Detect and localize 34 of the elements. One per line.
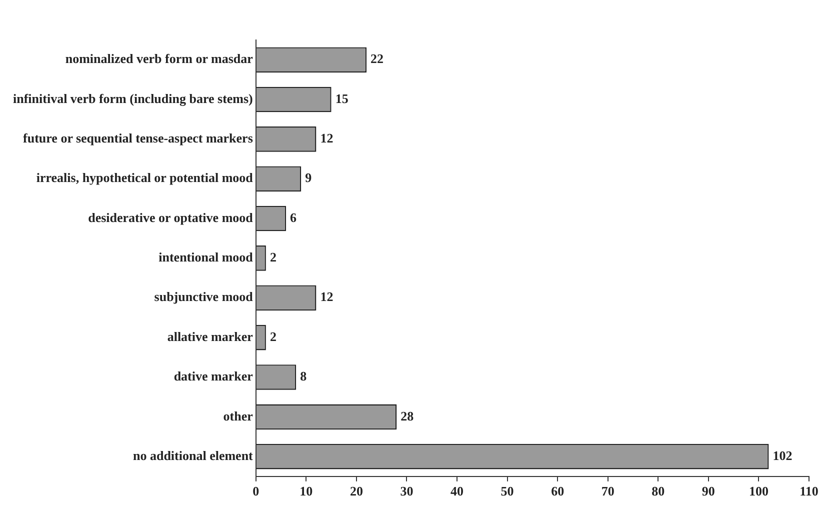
x-tick-label: 110: [800, 484, 818, 499]
x-tick-label: 80: [652, 484, 665, 499]
x-tick-label: 30: [400, 484, 414, 499]
data-label: 15: [335, 90, 349, 106]
y-tick-label: allative marker: [167, 328, 254, 344]
data-label: 2: [270, 250, 276, 265]
x-tick-label: 100: [748, 484, 768, 499]
y-tick-label: future or sequential tense-aspect markers: [23, 130, 253, 146]
data-label: 12: [320, 289, 334, 304]
x-tick-label: 70: [601, 484, 614, 499]
x-tick-label: 20: [350, 484, 363, 499]
data-label: 12: [320, 130, 334, 146]
y-tick-label: intentional mood: [158, 250, 254, 265]
data-label: 22: [370, 51, 384, 66]
data-label: 102: [772, 448, 792, 463]
y-tick-label: dative marker: [174, 368, 254, 384]
x-tick-label: 90: [702, 484, 715, 499]
y-tick-label: infinitival verb form (including bare stems): [13, 90, 253, 106]
data-label: 9: [305, 170, 312, 186]
y-tick-label: subjunctive mood: [154, 289, 254, 304]
y-tick-label: irrealis, hypothetical or potential mood: [36, 170, 254, 186]
x-tick-label: 0: [252, 484, 260, 499]
y-tick-label: other: [223, 408, 254, 424]
y-tick-label: no additional element: [132, 448, 254, 463]
x-tick-label: 10: [300, 484, 313, 499]
data-label: 6: [290, 210, 298, 225]
x-tick-label: 60: [551, 484, 564, 499]
y-tick-label: desiderative or optative mood: [88, 210, 254, 225]
x-tick-label: 50: [500, 484, 514, 499]
data-label: 2: [270, 328, 276, 344]
x-tick-label: 40: [450, 484, 464, 499]
data-label: 28: [400, 408, 414, 424]
data-label: 8: [300, 368, 308, 384]
y-tick-label: nominalized verb form or masdar: [65, 51, 254, 66]
